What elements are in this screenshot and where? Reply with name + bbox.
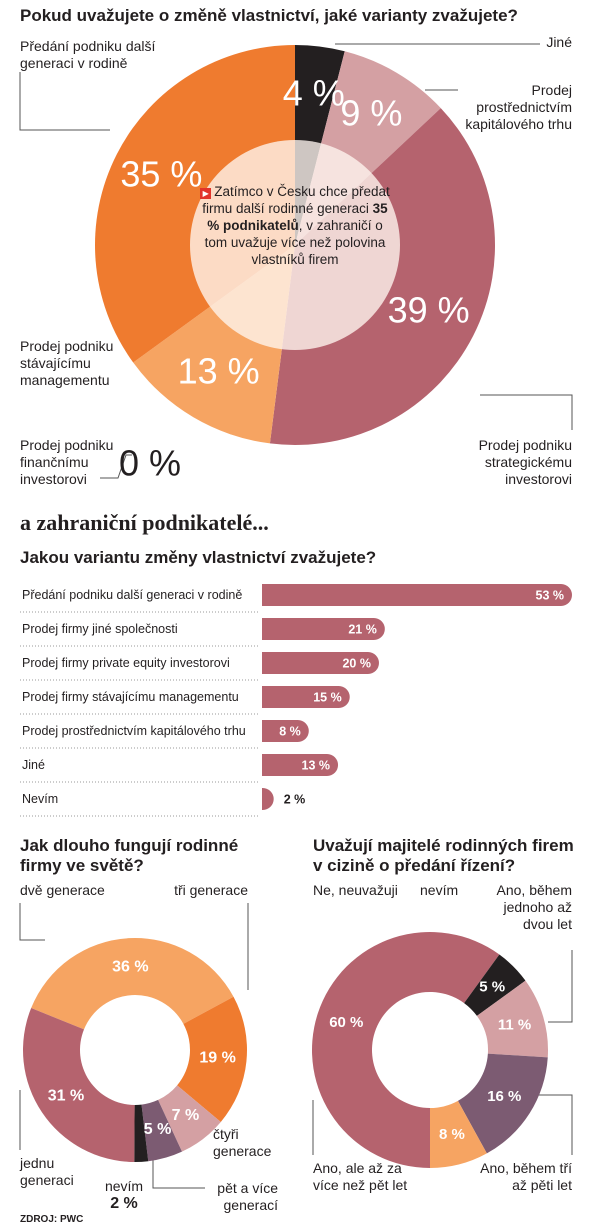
connector — [100, 454, 132, 479]
category-label: Prodej podniku stávajícímu managementu — [20, 338, 114, 388]
value-label: 19 % — [199, 1050, 235, 1067]
bar — [262, 652, 379, 674]
value-label: 7 % — [172, 1107, 200, 1124]
value-label: 31 % — [48, 1087, 84, 1104]
value-label: 0 % — [119, 443, 181, 484]
value-label: 5 % — [479, 979, 505, 996]
value-label: 5 % — [144, 1121, 172, 1138]
bar — [262, 686, 350, 708]
bar — [262, 720, 309, 742]
category-label: nevím — [104, 1178, 144, 1194]
category-label: Prodej podniku finančnímu investorovi — [20, 437, 114, 487]
category-label: nevím — [420, 882, 459, 898]
value-label: 53 % — [536, 588, 565, 602]
category-label: Ano, během tří až pěti let — [480, 1160, 572, 1193]
value-label: 9 % — [340, 92, 402, 133]
chart-title: Pokud uvažujete o změně vlastnictví, jak… — [20, 6, 518, 25]
value-label: 39 % — [388, 290, 470, 331]
slice — [430, 1100, 487, 1168]
chart-title: Jak dlouho fungují rodinné firmy ve svět… — [20, 836, 239, 875]
value-label: 20 % — [342, 656, 371, 670]
category-label: Prodej firmy jiné společnosti — [22, 622, 178, 636]
slice — [464, 954, 526, 1016]
value-label: 35 % — [120, 153, 202, 194]
source: ZDROJ: PWC — [20, 1214, 84, 1225]
value-label: 8 % — [279, 724, 301, 738]
category-label: dvě generace — [20, 882, 105, 898]
category-label: pět a více generací — [217, 1180, 278, 1213]
category-label: Prodej prostřednictvím kapitálového trhu — [465, 82, 572, 132]
bar — [262, 584, 572, 606]
connector — [152, 1150, 205, 1189]
category-label: jednu generaci — [20, 1155, 74, 1188]
connector — [548, 950, 573, 1023]
slice — [177, 996, 248, 1122]
bullet-icon: ▶ — [200, 188, 212, 199]
slice — [158, 1085, 221, 1152]
value-label: 8 % — [439, 1126, 465, 1143]
category-label: Ano, ale až za více než pět let — [313, 1160, 408, 1193]
slice — [476, 980, 548, 1058]
annotation-text: 35 % podnikatelů — [207, 201, 388, 233]
category-label: Prodej firmy private equity investorovi — [22, 656, 230, 670]
category-label: tři generace — [174, 882, 248, 898]
value-label: 2 % — [110, 1195, 138, 1212]
value-label: 4 % — [283, 73, 345, 114]
value-label: 11 % — [498, 1016, 531, 1033]
value-label: 36 % — [112, 958, 148, 975]
category-label: Prodej podniku strategickému investorovi — [478, 437, 572, 487]
value-label: 2 % — [284, 792, 306, 806]
annotation-text: Zatímco v Česku chce předat firmu další … — [202, 184, 390, 216]
connector — [19, 903, 45, 941]
value-label: 13 % — [302, 758, 331, 772]
slice — [457, 1053, 548, 1154]
slice — [134, 1104, 149, 1162]
category-label: Jiné — [22, 758, 45, 772]
value-label: 60 % — [329, 1014, 363, 1031]
category-label: Předání podniku další generaci v rodině — [22, 588, 243, 602]
category-label: Nevím — [22, 792, 59, 806]
center-disc — [190, 140, 400, 350]
bar — [262, 788, 274, 810]
value-label: 15 % — [313, 690, 342, 704]
category-label: Prodej prostřednictvím kapitálového trhu — [22, 724, 246, 738]
annotation-text: , v zahraničí o tom uvažuje více než pol… — [204, 218, 386, 267]
slice — [31, 937, 234, 1030]
chart-title: Uvažují majitelé rodinných firem v cizin… — [313, 836, 574, 875]
chart-title: Jakou variantu změny vlastnictví zvažuje… — [20, 548, 377, 567]
connector — [480, 394, 573, 430]
category-label: Jiné — [546, 34, 572, 50]
bar — [262, 754, 339, 776]
category-label: Předání podniku další generaci v rodině — [20, 38, 156, 71]
annotation: ▶ Zatímco v Česku chce předat firmu další… — [200, 183, 390, 268]
value-label: 16 % — [487, 1088, 521, 1105]
value-label: 13 % — [178, 351, 260, 392]
category-label: Ne, neuvažuji — [313, 882, 398, 898]
slice — [311, 931, 500, 1168]
section-heading: a zahraniční podnikatelé... — [20, 510, 269, 535]
value-label: 21 % — [348, 622, 377, 636]
connector — [19, 72, 110, 131]
category-label: Ano, během jednoho až dvou let — [496, 882, 573, 932]
bar — [262, 618, 385, 640]
category-label: Prodej firmy stávajícímu managementu — [22, 690, 239, 704]
slice — [141, 1099, 182, 1162]
slice — [95, 45, 296, 363]
category-label: čtyři generace — [213, 1126, 272, 1159]
slice — [23, 1008, 135, 1162]
